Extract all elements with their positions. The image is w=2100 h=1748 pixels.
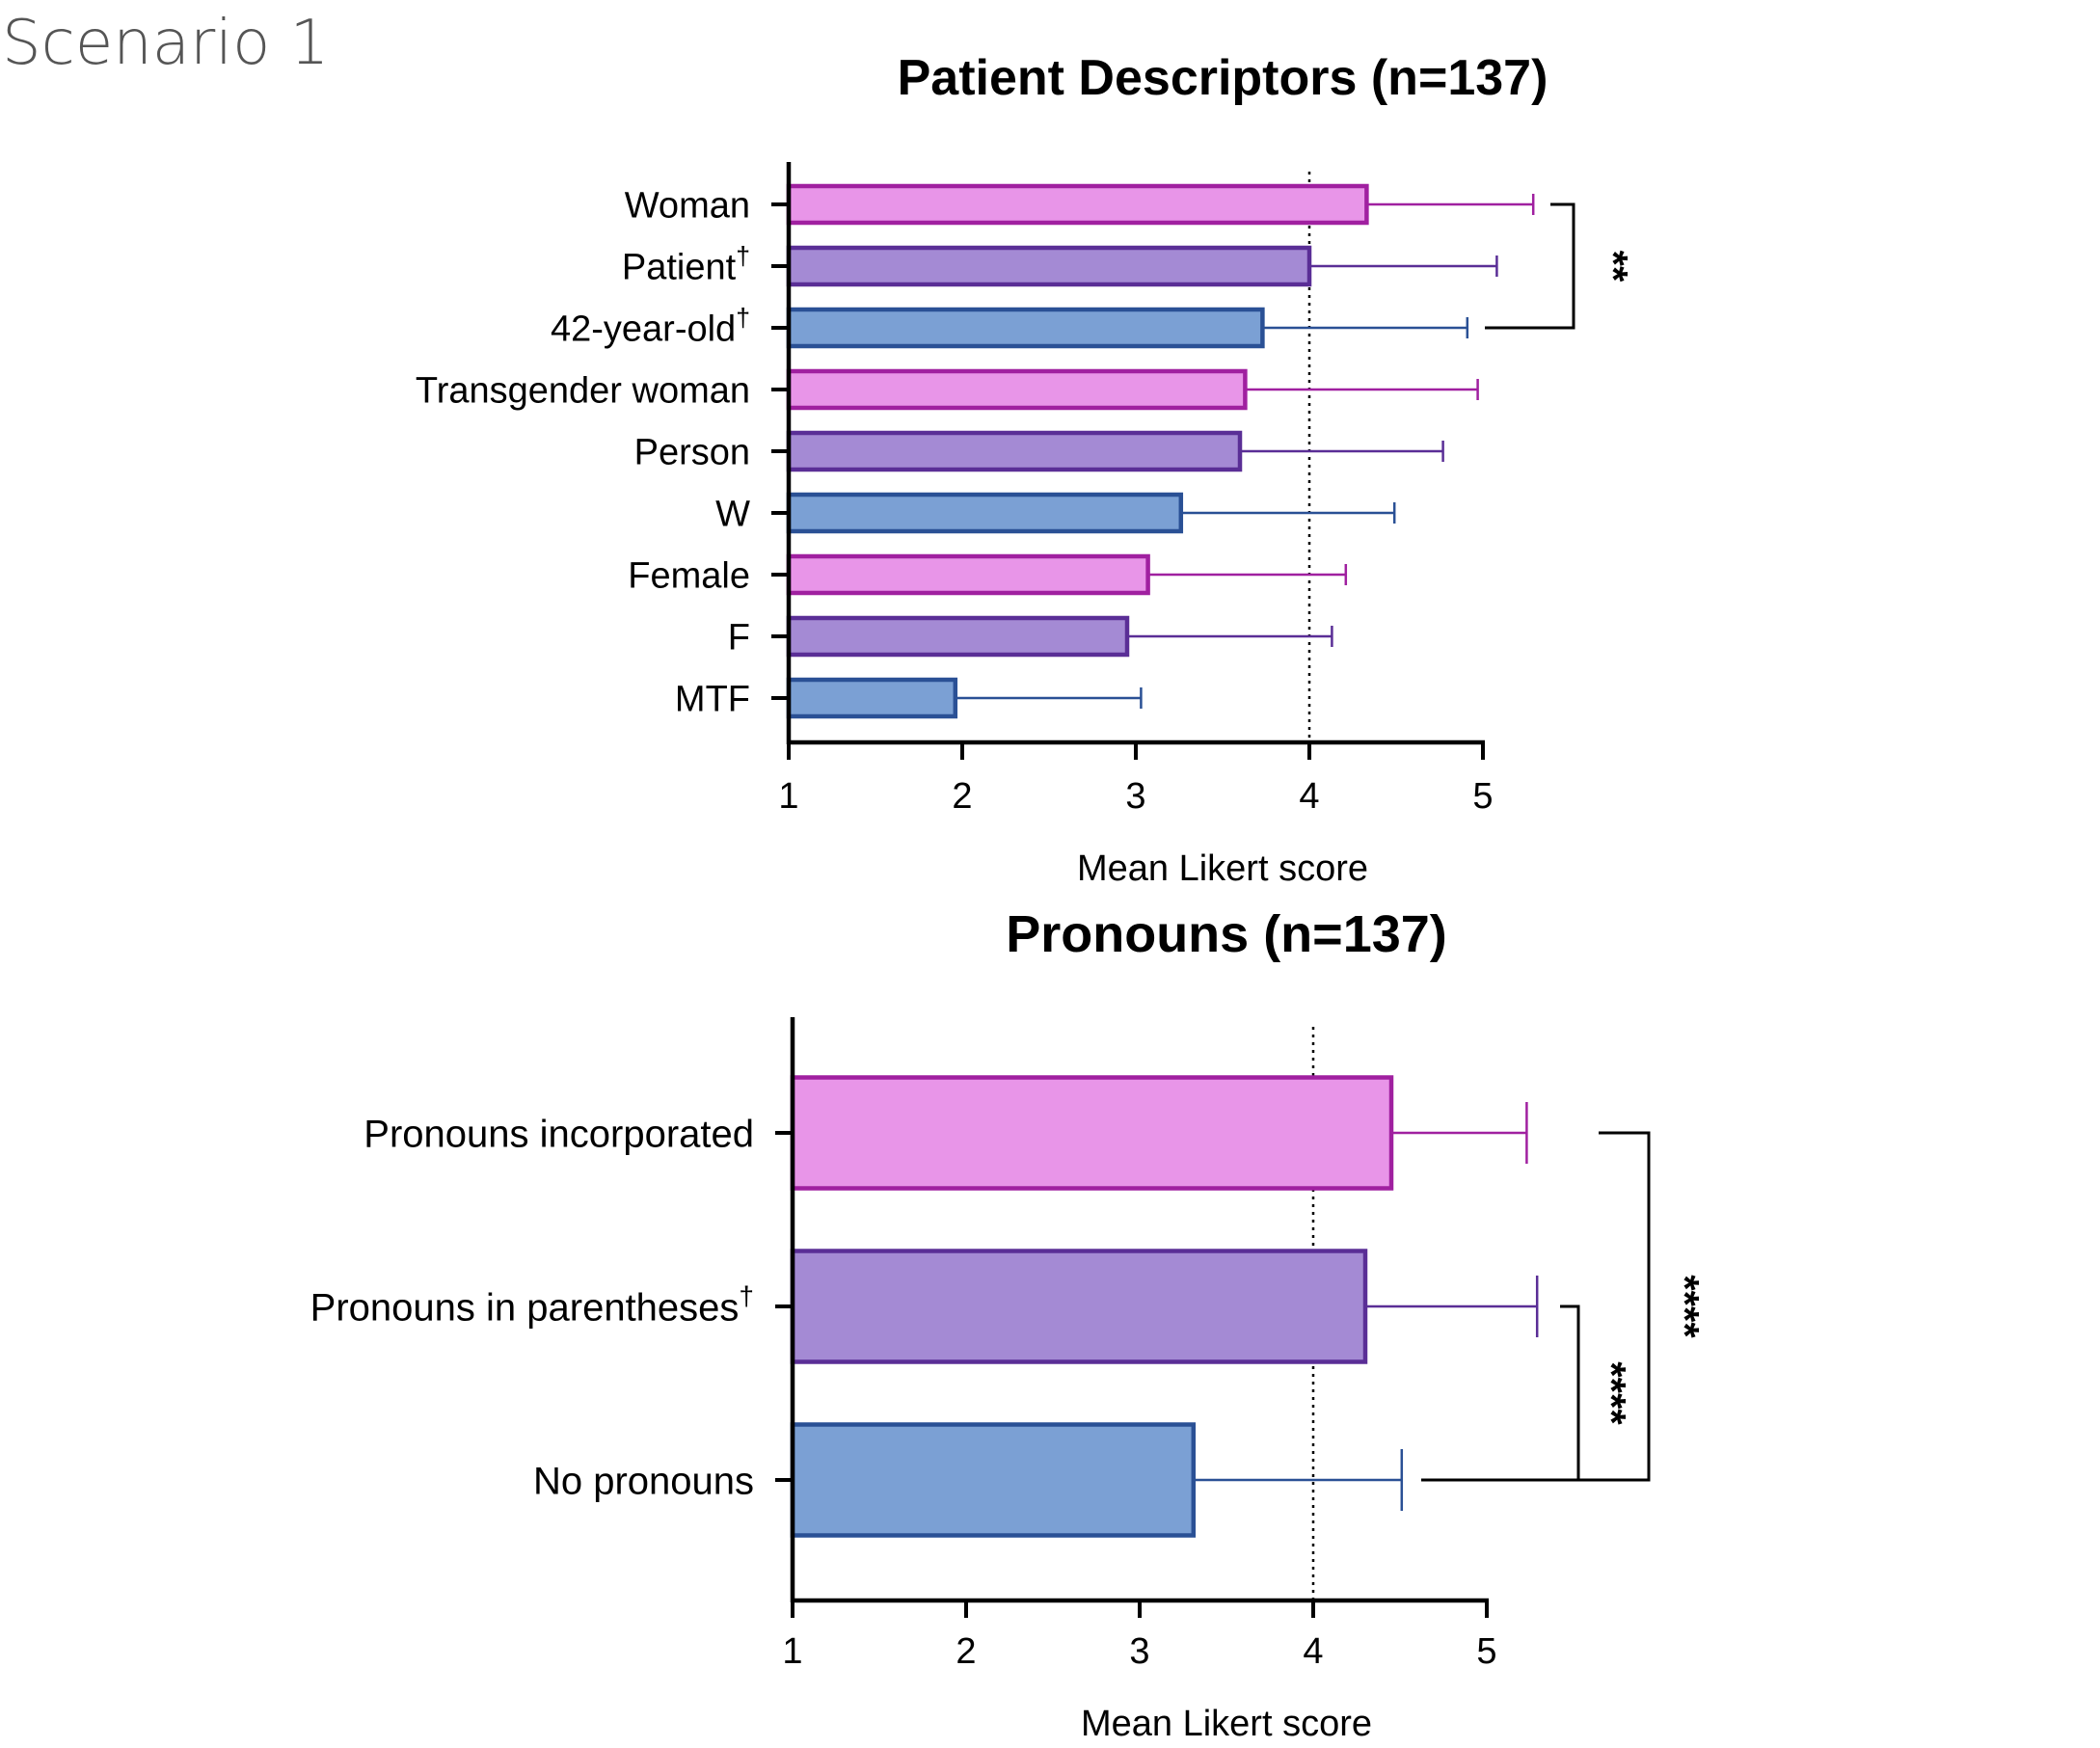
pronouns-chart: Pronouns (n=137) Pronouns incorporated Pro…	[310, 905, 1708, 1744]
x-tick-label: 4	[1299, 776, 1319, 817]
bar	[790, 1249, 1368, 1364]
x-tick-label: 1	[778, 776, 798, 817]
bar	[786, 245, 1312, 287]
category-label: F	[728, 618, 750, 659]
bar	[790, 1075, 1394, 1191]
bar	[786, 368, 1248, 411]
bar	[786, 492, 1184, 534]
significance-bracket	[1485, 202, 1575, 330]
category-label: No pronouns	[533, 1460, 754, 1502]
x-tick-label: 5	[1476, 1631, 1496, 1672]
x-tick-label: 2	[956, 1631, 976, 1672]
category-label: Pronouns incorporated	[363, 1113, 754, 1155]
category-label: Patient†	[622, 241, 750, 287]
bar	[786, 307, 1265, 349]
bar	[786, 553, 1150, 596]
bar	[786, 183, 1369, 226]
category-label: Female	[628, 556, 750, 597]
x-tick-label: 3	[1125, 776, 1145, 817]
bar	[786, 615, 1130, 658]
significance-bracket	[1421, 1304, 1580, 1482]
bar	[786, 677, 958, 719]
scenario-heading: Scenario 1	[2, 8, 329, 79]
category-label: Person	[634, 433, 750, 473]
x-tick-label: 5	[1472, 776, 1493, 817]
x-axis-label: Mean Likert score	[1077, 848, 1368, 889]
significance-label: **	[1591, 251, 1636, 282]
x-tick-label: 2	[952, 776, 972, 817]
x-tick-label: 3	[1129, 1631, 1149, 1672]
category-label: Transgender woman	[416, 371, 750, 412]
patient-descriptors-chart: Patient Descriptors (n=137) Woman Patient†…	[416, 50, 1636, 889]
significance-label: ****	[1662, 1275, 1708, 1338]
x-tick-label: 1	[782, 1631, 802, 1672]
category-label: Woman	[625, 186, 750, 227]
bar	[790, 1422, 1197, 1538]
category-label: Pronouns in parentheses†	[310, 1280, 754, 1329]
category-label: MTF	[675, 680, 750, 720]
significance-label: ****	[1589, 1361, 1634, 1425]
x-axis-label: Mean Likert score	[1081, 1704, 1372, 1744]
chart-title: Patient Descriptors (n=137)	[898, 50, 1548, 106]
chart-title: Pronouns (n=137)	[1006, 905, 1447, 963]
category-label: 42-year-old†	[551, 303, 750, 349]
x-tick-label: 4	[1303, 1631, 1323, 1672]
significance-bracket	[1545, 1131, 1651, 1482]
category-label: W	[715, 495, 750, 535]
bar	[786, 430, 1243, 472]
